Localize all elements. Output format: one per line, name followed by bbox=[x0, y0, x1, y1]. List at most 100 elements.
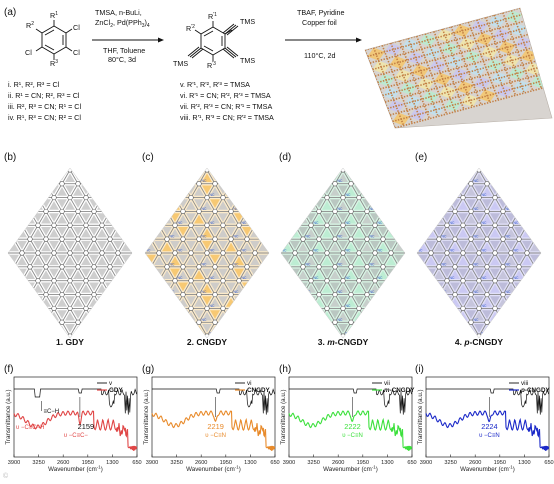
lattice-ring bbox=[85, 154, 90, 159]
lattice-ring bbox=[43, 181, 49, 187]
lattice-pore bbox=[234, 146, 244, 155]
lattice-pore bbox=[9, 214, 19, 224]
cn-group-label: NC bbox=[210, 249, 215, 253]
lattice-bond bbox=[207, 142, 215, 156]
lattice-pore bbox=[17, 185, 27, 195]
lattice-pore bbox=[146, 270, 156, 279]
lattice-bond bbox=[158, 183, 168, 198]
lattice-ring bbox=[76, 348, 81, 353]
lattice-bond bbox=[101, 168, 111, 171]
lattice-pore bbox=[209, 352, 219, 361]
lattice-ring bbox=[117, 181, 122, 186]
lattice-ring bbox=[277, 320, 282, 325]
lattice-pore bbox=[153, 354, 163, 363]
lattice-bond bbox=[134, 184, 142, 198]
lattice-ring bbox=[188, 348, 193, 353]
lattice-ring bbox=[156, 305, 162, 312]
lattice-ring bbox=[131, 305, 132, 312]
lattice-pore bbox=[218, 173, 228, 182]
lattice-bond bbox=[87, 308, 95, 322]
lattice-pore bbox=[41, 337, 51, 338]
lattice-pore bbox=[146, 187, 156, 196]
lattice-pore bbox=[226, 242, 236, 252]
lattice-pore bbox=[98, 144, 108, 153]
lattice-bond bbox=[53, 211, 63, 226]
lattice-bond bbox=[111, 156, 119, 170]
lattice-bond bbox=[183, 350, 191, 364]
cn-group-label: NC bbox=[178, 193, 183, 197]
lattice-bond bbox=[158, 156, 166, 170]
lattice-bond bbox=[230, 184, 238, 198]
lattice-ring bbox=[261, 168, 266, 173]
cn-group-label: NC bbox=[138, 207, 143, 211]
lattice-bond bbox=[142, 225, 150, 239]
lattice-pore bbox=[81, 352, 91, 361]
lattice-pore bbox=[8, 185, 11, 195]
lattice-bond bbox=[145, 280, 152, 295]
lattice-bond bbox=[37, 252, 47, 268]
lattice-ring bbox=[309, 181, 314, 186]
lattice-ring bbox=[19, 305, 25, 312]
lattice-pore bbox=[202, 284, 212, 293]
lattice-bond bbox=[21, 322, 31, 337]
lattice-ring bbox=[131, 194, 132, 201]
lattice-bond bbox=[350, 168, 360, 171]
lattice-bond bbox=[77, 308, 87, 323]
lattice-ring bbox=[11, 181, 17, 187]
lattice-pore bbox=[82, 172, 92, 181]
lattice-pore bbox=[33, 240, 43, 250]
lattice-ring bbox=[325, 320, 330, 325]
lattice-bond bbox=[61, 197, 71, 212]
lattice-bond bbox=[8, 266, 15, 281]
lattice-pore bbox=[177, 367, 187, 376]
cn-group-label: NC bbox=[306, 152, 311, 156]
lattice-pore bbox=[306, 146, 316, 155]
lattice-bond bbox=[93, 225, 103, 240]
lattice-pore bbox=[370, 326, 380, 335]
lattice-bond bbox=[319, 350, 327, 364]
lattice-bond bbox=[38, 142, 46, 156]
lattice-ring bbox=[181, 154, 186, 159]
lattice-ring bbox=[196, 168, 201, 173]
lattice-pore bbox=[73, 254, 83, 264]
lattice-ring bbox=[109, 306, 114, 311]
lattice-ring bbox=[117, 348, 122, 353]
lattice-pore bbox=[298, 144, 308, 153]
lattice-bond bbox=[238, 168, 248, 171]
lattice-pore bbox=[266, 367, 276, 376]
lattice-ring bbox=[229, 168, 234, 173]
lattice-ring bbox=[236, 320, 241, 325]
lattice-bond bbox=[103, 350, 111, 364]
lattice-pore bbox=[122, 186, 132, 195]
lattice-pore bbox=[122, 296, 132, 305]
lattice-bond bbox=[8, 308, 15, 323]
lattice-pore bbox=[185, 144, 195, 153]
cn-group-label: NC bbox=[306, 165, 311, 169]
lattice-pore bbox=[97, 213, 107, 222]
lattice-pore bbox=[121, 282, 131, 292]
lattice-bond bbox=[182, 197, 192, 212]
lattice-pore bbox=[250, 172, 260, 181]
lattice-pore bbox=[42, 340, 52, 349]
lattice-pore bbox=[186, 367, 196, 376]
lattice-bond bbox=[199, 142, 207, 156]
lattice-bond bbox=[230, 156, 238, 170]
lattice-bond bbox=[47, 364, 55, 378]
lattice-pore bbox=[202, 160, 212, 169]
lattice-bond bbox=[271, 253, 279, 267]
lattice-pore bbox=[194, 144, 204, 153]
lattice-ring bbox=[145, 168, 146, 173]
lattice-pore bbox=[306, 326, 316, 335]
lattice-bond bbox=[359, 142, 367, 156]
lattice-bond bbox=[206, 364, 214, 378]
lattice-pore bbox=[514, 158, 524, 167]
cn-group-label: NC bbox=[266, 318, 271, 322]
cn-group-label: NC bbox=[242, 221, 247, 225]
lattice-bond bbox=[190, 197, 200, 212]
lattice-ring bbox=[157, 140, 162, 145]
lattice-pore bbox=[74, 367, 84, 376]
lattice-bond bbox=[8, 294, 15, 309]
lattice-pore bbox=[89, 242, 99, 252]
lattice-bond bbox=[37, 280, 47, 295]
lattice-bond bbox=[222, 156, 230, 170]
